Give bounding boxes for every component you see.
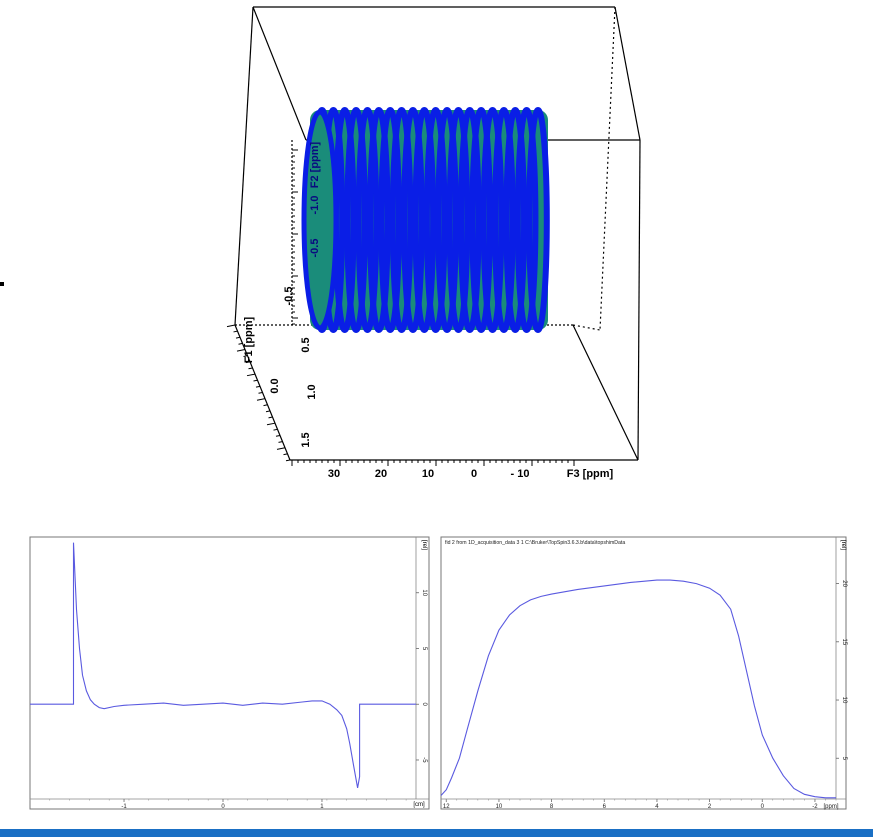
x-tick-label: 0 (761, 804, 765, 810)
f3-tick-minus10: - 10 (511, 468, 530, 480)
cylinder-ring (355, 107, 380, 333)
f1-tick-mark (285, 459, 291, 462)
x-tick-label: 10 (496, 804, 503, 810)
f1-tick-mark (235, 336, 241, 339)
cylinder-ring (389, 107, 414, 333)
stray-marker (0, 282, 4, 286)
x-tick-label: 1 (320, 804, 324, 810)
f3-tick-20: 20 (375, 468, 387, 480)
cylinder-ring (514, 107, 539, 333)
y-tick-label: 0 (421, 703, 427, 707)
cylinder-ring (378, 107, 403, 333)
accent-bar (0, 829, 873, 837)
x-unit-label: [ppm] (823, 804, 838, 810)
f1-tick-1.0: 1.0 (306, 384, 318, 399)
y-tick-label: 20 (841, 580, 847, 587)
y-unit-label: [rel] (840, 540, 846, 550)
cylinder-ring (412, 107, 437, 333)
f1-tick-neg0.5: -0.5 (283, 287, 295, 306)
f3-tick-30: 30 (328, 468, 340, 480)
series-line (30, 542, 416, 788)
x-tick-label: 12 (443, 804, 450, 810)
x-tick-label: 0 (221, 804, 225, 810)
f1-tick-mark (283, 453, 288, 456)
f1-tick-0.5: 0.5 (300, 337, 312, 352)
f1-tick-mark (276, 447, 286, 450)
cylinder-ring (423, 107, 448, 333)
series-line (440, 579, 836, 799)
cylinder-ring (526, 107, 550, 333)
f1-tick-mark (265, 410, 271, 413)
cylinder-ring (469, 107, 493, 333)
f1-tick-mark (226, 324, 236, 328)
f1-tick-mark (275, 434, 281, 437)
profile-plot-left: -1 0 1 -5 0 5 10 [rel] [cm] (29, 536, 430, 810)
x-tick-label: 2 (708, 804, 712, 810)
f3-tick-0: 0 (471, 468, 477, 480)
profile-plot-right: fid 2 from 1D_acquisition_data 3 1 C:\Br… (440, 536, 847, 810)
y-tick-label: -5 (421, 757, 427, 763)
x-tick-label: -2 (812, 804, 818, 810)
y-unit-label: [rel] (421, 540, 427, 550)
f2-tick-labels: -1.0 -0.5 F2 [ppm] (309, 141, 321, 257)
f1-tick-mark (243, 355, 248, 357)
f1-tick-mark (238, 342, 243, 345)
plot-title: fid 2 from 1D_acquisition_data 3 1 C:\Br… (445, 540, 625, 546)
f1-tick-mark (263, 404, 268, 407)
cylinder-ring (435, 107, 459, 333)
surface-3d-plot: 30 20 10 0 - 10 F3 [ppm] -0.5 0.0 0.5 1.… (226, 6, 641, 480)
f1-tick-1.5: 1.5 (300, 432, 312, 447)
cylinder-ring (446, 107, 471, 333)
f3-tick-10: 10 (422, 468, 434, 480)
y-tick-label: 5 (841, 757, 847, 761)
f1-tick-mark (245, 361, 251, 364)
x-unit-label: [cm] (413, 802, 425, 808)
f3-axis-label: F3 [ppm] (567, 468, 614, 480)
x-tick-label: 4 (655, 804, 659, 810)
x-tick-label: -1 (121, 804, 127, 810)
f2-tick-neg0.5: -0.5 (309, 239, 321, 258)
f1-tick-labels: -0.5 0.0 0.5 1.0 1.5 F1 [ppm] (243, 287, 318, 448)
cylinder-end-cap (301, 109, 339, 331)
f2-tick-neg1.0: -1.0 (309, 196, 321, 215)
f1-tick-mark (256, 398, 266, 401)
cylinder-ring (492, 107, 516, 333)
plot-frame (29, 536, 430, 810)
f1-tick-mark (255, 385, 261, 388)
y-tick-label: 10 (421, 589, 427, 596)
x-tick-label: 6 (603, 804, 607, 810)
cylinder-ring (503, 107, 528, 333)
f1-tick-mark (266, 422, 276, 426)
y-tick-label: 5 (421, 647, 427, 651)
f1-tick-mark (268, 416, 273, 419)
f1-tick-mark (278, 441, 283, 443)
axis-ticks (226, 149, 575, 466)
axis-ticks: -1 0 1 -5 0 5 10 (29, 589, 427, 810)
f1-tick-mark (273, 428, 278, 431)
f1-tick-mark (258, 392, 263, 394)
y-tick-label: 10 (841, 697, 847, 704)
f1-tick-0.0: 0.0 (269, 378, 281, 393)
f1-tick-mark (253, 379, 258, 382)
cylinder-ring (344, 107, 368, 333)
y-tick-label: 15 (841, 638, 847, 645)
cylinder-ring (457, 107, 482, 333)
f1-tick-mark (236, 349, 246, 352)
x-tick-label: 8 (550, 804, 554, 810)
cylinder-ring (367, 107, 391, 333)
cylinder-ring (480, 107, 505, 333)
f2-axis-label: F2 [ppm] (309, 141, 321, 188)
cylinder-surface (301, 107, 550, 333)
f1-tick-mark (233, 330, 238, 333)
cylinder-ring (401, 107, 425, 333)
f1-tick-mark (246, 373, 256, 377)
f3-tick-labels: 30 20 10 0 - 10 F3 [ppm] (328, 468, 614, 480)
plot-frame (440, 536, 847, 810)
f1-tick-mark (248, 367, 253, 370)
f1-axis-label: F1 [ppm] (243, 316, 255, 363)
